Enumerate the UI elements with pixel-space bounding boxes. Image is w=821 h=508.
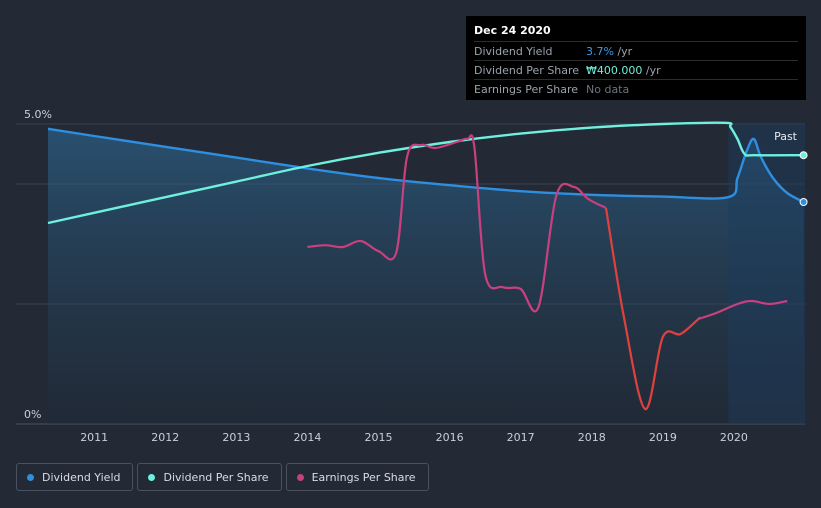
x-tick-label: 2019 xyxy=(649,431,677,444)
tooltip-label: Dividend Per Share xyxy=(474,64,580,77)
legend-label: Dividend Yield xyxy=(42,470,121,484)
legend-item-earnings-per-share[interactable]: Earnings Per Share xyxy=(285,463,429,491)
legend-dot-icon xyxy=(296,473,304,481)
legend-dot-icon xyxy=(148,473,156,481)
tooltip-row-yield: Dividend Yield 3.7% /yr xyxy=(474,41,798,60)
legend-label: Earnings Per Share xyxy=(311,470,416,484)
past-label: Past xyxy=(774,130,798,143)
x-tick-label: 2017 xyxy=(507,431,535,444)
tooltip-panel: Dec 24 2020 Dividend Yield 3.7% /yr Divi… xyxy=(466,16,806,100)
past-region xyxy=(728,124,805,424)
earnings-per-share-line xyxy=(307,134,607,313)
tooltip-row-dps: Dividend Per Share ₩400.000 /yr xyxy=(474,60,798,79)
dividend-yield-line xyxy=(47,127,805,204)
tooltip-unit: /yr xyxy=(642,64,661,77)
tooltip-row-eps: Earnings Per Share No data xyxy=(474,79,798,98)
tooltip-date: Dec 24 2020 xyxy=(474,24,551,37)
x-tick-label: 2015 xyxy=(365,431,393,444)
x-tick-label: 2014 xyxy=(293,431,321,444)
y-tick-label: 5.0% xyxy=(24,108,52,121)
axis-ticks: 5.0% 0% 2011 2012 2013 2014 2015 2016 2017 2018 20… xyxy=(24,108,798,444)
area-fills xyxy=(48,124,805,425)
tooltip-value: 3.7% xyxy=(586,45,614,58)
legend-item-dividend-yield[interactable]: Dividend Yield xyxy=(16,463,134,491)
legend-label: Dividend Per Share xyxy=(163,470,269,484)
earnings-per-share-line xyxy=(698,299,788,321)
x-tick-label: 2013 xyxy=(222,431,250,444)
x-tick-label: 2016 xyxy=(436,431,464,444)
legend-item-dividend-per-share[interactable]: Dividend Per Share xyxy=(137,463,282,491)
legend: Dividend Yield Dividend Per Share Earnin… xyxy=(16,463,429,491)
x-tick-label: 2018 xyxy=(578,431,606,444)
x-tick-label: 2020 xyxy=(720,431,748,444)
legend-dot-icon xyxy=(27,473,34,481)
y-tick-label: 0% xyxy=(24,408,41,421)
tooltip-label: Earnings Per Share xyxy=(474,83,579,96)
dividend-yield-end-marker xyxy=(799,198,808,206)
dividend-per-share-line xyxy=(47,121,804,225)
tooltip-value: No data xyxy=(586,83,630,96)
x-tick-label: 2012 xyxy=(151,431,179,444)
earnings-per-share-line-negative xyxy=(604,207,701,411)
tooltip-unit: /yr xyxy=(613,45,633,58)
tooltip-label: Dividend Yield xyxy=(474,45,553,58)
dividend-yield-area xyxy=(48,128,804,425)
series-lines xyxy=(47,121,808,411)
dividend-per-share-end-marker xyxy=(799,151,808,160)
x-tick-label: 2011 xyxy=(80,431,108,444)
tooltip-value: ₩400.000 xyxy=(586,64,643,77)
